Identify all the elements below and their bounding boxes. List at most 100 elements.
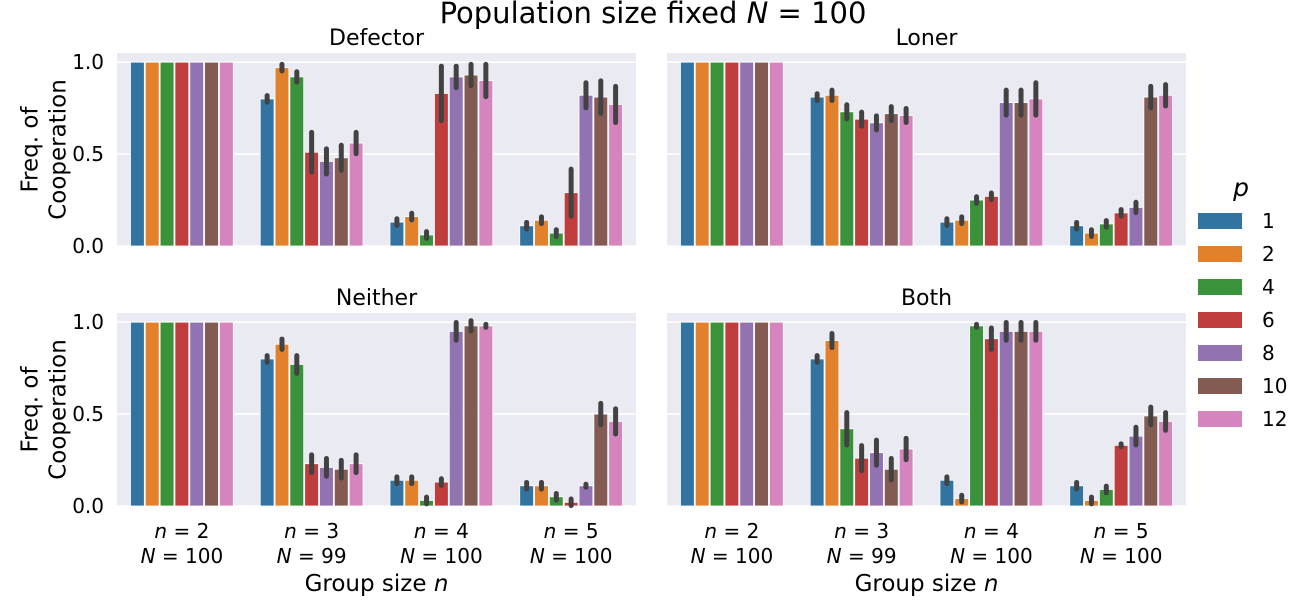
- bar-defector-g2-p4: [289, 76, 305, 247]
- bar-both-g1-p2: [694, 321, 710, 507]
- x-tick-label: n = 5: [544, 519, 599, 543]
- bar-defector-g1-p2: [144, 61, 160, 247]
- legend-label-8: 8: [1262, 341, 1275, 365]
- legend-label-12: 12: [1262, 407, 1287, 431]
- bar-neither-g1-p8: [189, 321, 205, 507]
- bar-defector-g4-p8: [578, 94, 594, 247]
- y-tick-label: 0.5: [72, 142, 104, 166]
- bar-neither-g2-p4: [289, 364, 305, 507]
- y-axis-label: Freq. ofCooperation: [18, 339, 72, 480]
- bar-defector-g3-p12: [478, 80, 494, 247]
- legend-swatch-2: [1198, 246, 1242, 262]
- y-tick-label: 0.0: [72, 494, 104, 518]
- bar-loner-g3-p12: [1028, 98, 1044, 247]
- panel-title: Loner: [896, 26, 959, 51]
- bar-loner-g4-p10: [1143, 96, 1159, 247]
- bar-neither-g2-p2: [274, 343, 290, 507]
- bar-loner-g1-p10: [754, 61, 769, 247]
- legend-swatch-1: [1198, 213, 1242, 229]
- bar-both-g1-p10: [754, 321, 769, 507]
- x-tick-label: n = 4: [964, 519, 1019, 543]
- bar-defector-g2-p2: [274, 67, 290, 247]
- bar-neither-g1-p1: [130, 321, 145, 507]
- x-tick-label: N = 100: [950, 544, 1033, 568]
- x-tick-label: N = 99: [277, 544, 347, 568]
- bar-defector-g1-p1: [130, 61, 145, 247]
- bar-both-g3-p4: [969, 325, 984, 507]
- bar-both-g1-p8: [739, 321, 755, 507]
- bar-both-g1-p6: [724, 321, 740, 507]
- bar-loner-g3-p4: [969, 199, 984, 247]
- x-tick-label: N = 100: [530, 544, 613, 568]
- bar-defector-g1-p10: [204, 61, 219, 247]
- legend-label-10: 10: [1262, 374, 1287, 398]
- legend-swatch-6: [1198, 312, 1242, 328]
- x-tick-label: N = 100: [400, 544, 483, 568]
- bar-neither-g3-p10: [463, 325, 479, 507]
- bar-defector-g1-p6: [174, 61, 190, 247]
- legend-title: p: [1232, 173, 1249, 202]
- bar-both-g4-p12: [1158, 421, 1173, 507]
- bar-loner-g2-p10: [883, 113, 899, 247]
- bar-neither-g2-p1: [259, 358, 275, 507]
- legend-label-4: 4: [1262, 275, 1275, 299]
- legend-label-2: 2: [1262, 242, 1275, 266]
- x-tick-label: n = 3: [284, 519, 339, 543]
- bar-defector-g3-p10: [463, 74, 479, 247]
- bar-neither-g1-p12: [219, 321, 234, 507]
- bar-loner-g3-p10: [1013, 102, 1029, 247]
- bar-defector-g4-p10: [593, 96, 609, 247]
- bar-defector-g1-p8: [189, 61, 205, 247]
- bar-neither-g1-p4: [159, 321, 175, 507]
- bar-neither-g3-p12: [478, 325, 494, 507]
- legend-swatch-12: [1198, 411, 1242, 427]
- bar-loner-g1-p12: [769, 61, 784, 247]
- y-tick-label: 0.0: [72, 234, 104, 258]
- x-tick-label: n = 4: [414, 519, 469, 543]
- x-tick-label: N = 100: [1080, 544, 1163, 568]
- bar-loner-g2-p12: [898, 115, 914, 247]
- x-tick-label: N = 100: [691, 544, 774, 568]
- x-tick-label: n = 2: [154, 519, 209, 543]
- x-tick-label: n = 2: [704, 519, 759, 543]
- bar-loner-g1-p1: [680, 61, 695, 247]
- bar-neither-g1-p10: [204, 321, 219, 507]
- x-tick-label: n = 5: [1094, 519, 1149, 543]
- legend-swatch-8: [1198, 345, 1242, 361]
- bar-loner-g3-p6: [984, 195, 999, 247]
- bar-loner-g2-p8: [869, 122, 884, 247]
- bar-both-g4-p6: [1113, 444, 1129, 507]
- panel-title: Neither: [336, 286, 418, 311]
- bar-loner-g1-p8: [739, 61, 755, 247]
- x-axis-label: Group size n: [305, 571, 449, 597]
- bar-loner-g4-p12: [1158, 94, 1173, 247]
- bar-defector-g1-p4: [159, 61, 175, 247]
- x-tick-label: n = 3: [834, 519, 889, 543]
- legend-swatch-4: [1198, 279, 1242, 295]
- bar-both-g2-p1: [809, 358, 825, 507]
- bar-loner-g2-p6: [854, 118, 869, 247]
- bar-both-g2-p2: [824, 340, 840, 507]
- bar-neither-g1-p2: [144, 321, 160, 507]
- bar-both-g1-p1: [680, 321, 695, 507]
- legend-swatch-10: [1198, 378, 1242, 394]
- bar-both-g3-p8: [998, 330, 1014, 507]
- bar-both-g3-p6: [984, 338, 999, 507]
- bar-both-g3-p12: [1028, 330, 1044, 507]
- panel-title: Both: [901, 286, 952, 311]
- y-tick-label: 0.5: [72, 402, 104, 426]
- bar-loner-g2-p2: [824, 94, 840, 247]
- x-tick-label: N = 99: [827, 544, 897, 568]
- bar-neither-g1-p6: [174, 321, 190, 507]
- bar-neither-g3-p8: [448, 330, 464, 507]
- bar-loner-g2-p1: [809, 96, 825, 247]
- bar-loner-g2-p4: [839, 111, 855, 247]
- bar-defector-g3-p8: [448, 76, 464, 247]
- bar-defector-g1-p12: [219, 61, 234, 247]
- y-axis-label: Freq. ofCooperation: [18, 79, 72, 220]
